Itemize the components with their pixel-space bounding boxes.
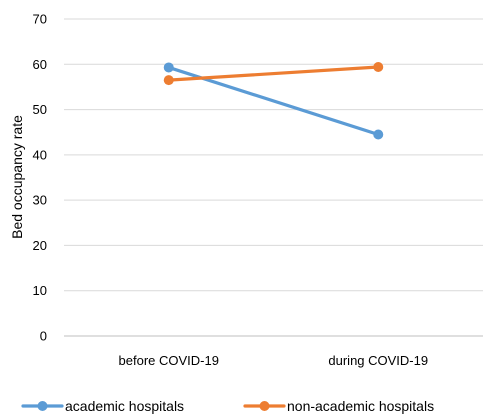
legend-marker	[37, 401, 48, 411]
series-layer	[163, 62, 384, 140]
data-point	[373, 62, 384, 73]
y-tick-label: 60	[33, 57, 47, 72]
data-point	[163, 75, 174, 86]
x-tick-label: during COVID-19	[328, 353, 428, 368]
legend-label: non-academic hospitals	[287, 398, 434, 414]
series-line	[167, 65, 380, 82]
y-tick-label: 50	[33, 102, 47, 117]
legend: academic hospitals non-academic hospitals	[21, 398, 434, 414]
legend-marker	[259, 401, 270, 411]
x-tick-label: before COVID-19	[119, 353, 219, 368]
gridlines	[64, 18, 483, 337]
data-point	[373, 129, 384, 140]
legend-item: non-academic hospitals	[243, 398, 434, 414]
legend-item: academic hospitals	[21, 398, 184, 414]
y-axis-title: Bed occupancy rate	[9, 115, 25, 239]
y-tick-label: 70	[33, 12, 47, 27]
x-axis-ticks: before COVID-19 during COVID-19	[119, 353, 429, 368]
y-tick-label: 10	[33, 283, 47, 298]
y-tick-label: 20	[33, 238, 47, 253]
y-tick-label: 30	[33, 193, 47, 208]
series-1	[163, 62, 384, 86]
data-point	[163, 62, 174, 73]
y-axis-ticks: 0 10 20 30 40 50 60 70	[33, 12, 47, 344]
y-tick-label: 40	[33, 147, 47, 162]
y-tick-label: 0	[40, 329, 47, 344]
legend-label: academic hospitals	[65, 398, 184, 414]
